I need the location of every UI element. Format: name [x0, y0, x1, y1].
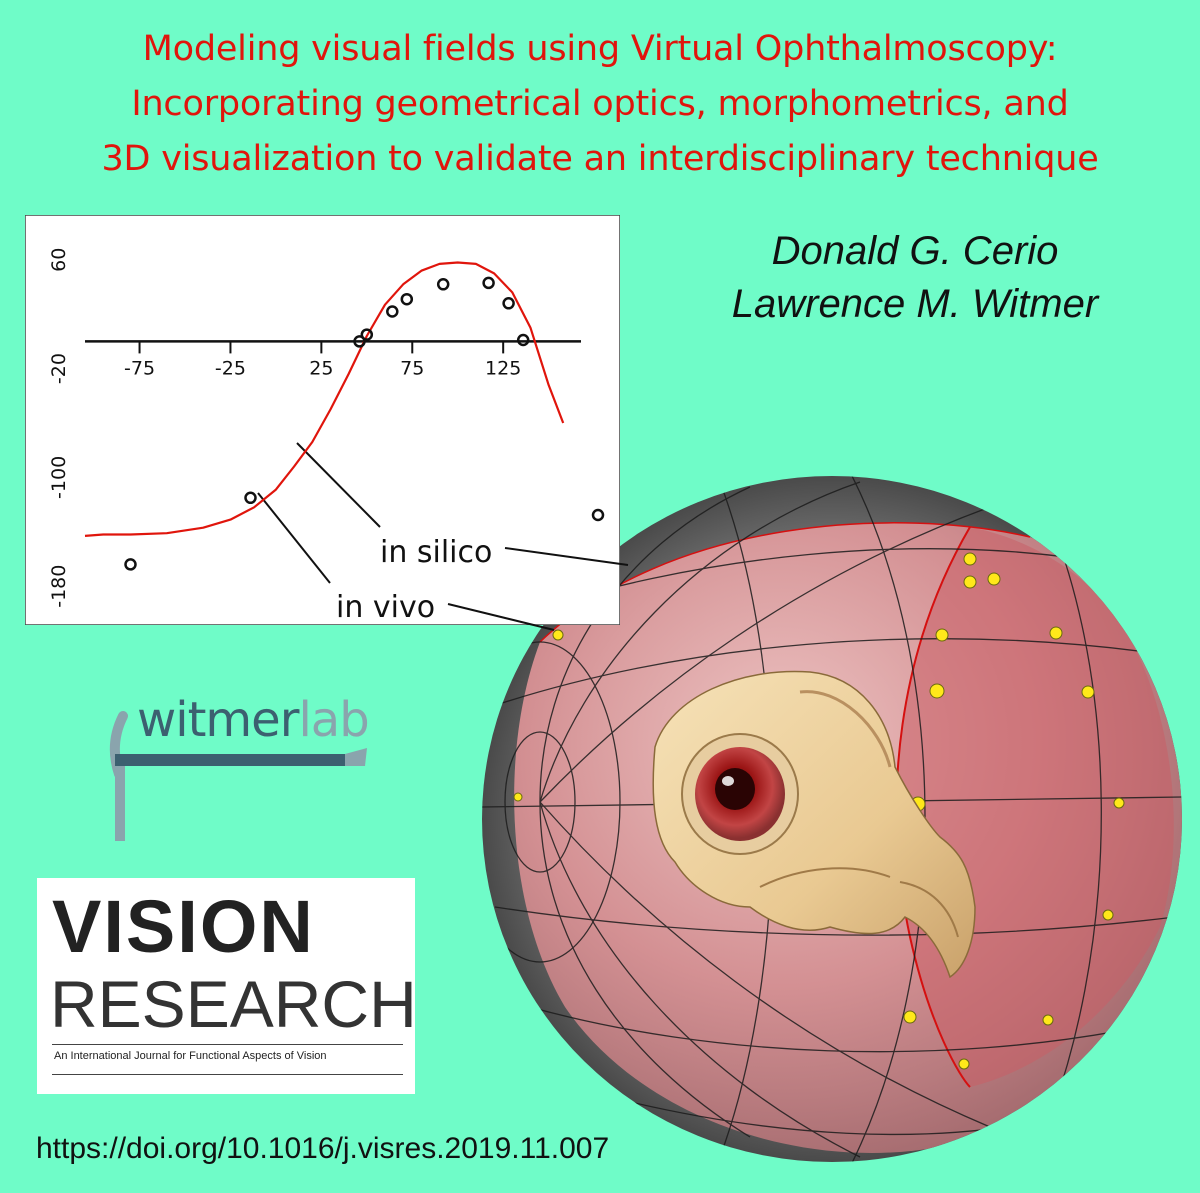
in-vivo-point: [436, 278, 450, 291]
in-silico-curve: [84, 261, 565, 537]
poster-title: Modeling visual fields using Virtual Oph…: [0, 22, 1200, 187]
journal-word-vision: VISION: [52, 885, 315, 968]
logo-text-part1: witmer: [137, 692, 299, 748]
title-line-1: Modeling visual fields using Virtual Oph…: [142, 29, 1058, 69]
x-tick-label: 125: [485, 357, 521, 379]
journal-tagline: An International Journal for Functional …: [54, 1050, 327, 1062]
in-vivo-point: [482, 276, 495, 290]
chart-curve: [84, 261, 565, 537]
doi-link[interactable]: https://doi.org/10.1016/j.visres.2019.11…: [36, 1132, 610, 1165]
x-tick-label: -75: [124, 357, 155, 379]
journal-logo: VISION RESEARCH An International Journal…: [37, 878, 417, 1094]
chart-points: [124, 276, 530, 571]
y-tick-label: -100: [48, 456, 70, 499]
leader-silico-1: [296, 442, 381, 528]
logo-text: witmerlab: [137, 692, 370, 748]
in-vivo-point: [353, 335, 366, 348]
visual-field-globe: [482, 476, 1182, 1162]
leader-vivo-1: [257, 492, 331, 584]
chart-background: [25, 215, 620, 625]
x-tick-label: 75: [400, 357, 424, 379]
author-2: Lawrence M. Witmer: [731, 282, 1099, 326]
witmerlab-logo: witmerlab: [105, 692, 375, 846]
author-1: Donald G. Cerio: [771, 229, 1059, 273]
chart-axes: [85, 340, 581, 354]
journal-rule-bottom: [52, 1074, 403, 1075]
in-vivo-point: [360, 328, 374, 341]
y-tick-label: 60: [48, 248, 70, 272]
owl-skull: [652, 670, 976, 979]
in-vivo-point: [124, 558, 137, 571]
title-line-2: Incorporating geometrical optics, morpho…: [131, 84, 1069, 124]
x-tick-label: -25: [215, 357, 246, 379]
in-vivo-point: [386, 305, 399, 318]
title-line-3: 3D visualization to validate an interdis…: [101, 139, 1099, 179]
journal-word-research: RESEARCH: [50, 967, 417, 1041]
in-vivo-point: [400, 292, 414, 306]
binocular-region: [896, 527, 1174, 1087]
in-vivo-point: [502, 297, 515, 310]
in-vivo-point: [244, 491, 257, 505]
x-tick-label: 25: [309, 357, 333, 379]
chart-tick-labels: -75 -25 25 75 125 60 -20 -100 -180: [48, 248, 521, 608]
authors: Donald G. Cerio Lawrence M. Witmer: [690, 225, 1140, 331]
in-vivo-point: [516, 333, 530, 347]
visual-field-chart: -75 -25 25 75 125 60 -20 -100 -180: [25, 215, 620, 625]
pickaxe-icon: [109, 711, 367, 841]
y-tick-label: -180: [48, 565, 70, 608]
journal-rule-top: [52, 1044, 403, 1045]
logo-text-part2: lab: [298, 692, 369, 748]
y-tick-label: -20: [48, 353, 70, 384]
